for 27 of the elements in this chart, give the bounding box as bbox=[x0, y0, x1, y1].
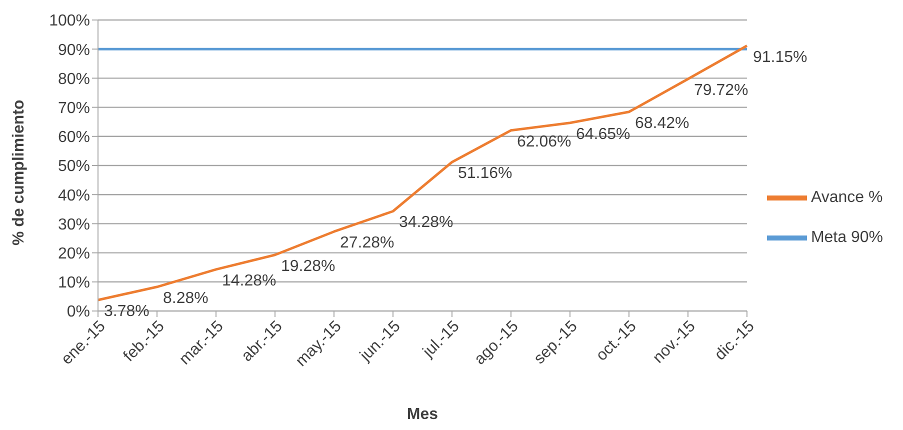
y-tick-label: 90% bbox=[58, 42, 90, 59]
legend-label: Meta 90% bbox=[810, 229, 883, 246]
y-tick-label: 20% bbox=[58, 245, 90, 262]
x-axis-title: Mes bbox=[406, 406, 438, 423]
data-label: 19.28% bbox=[280, 258, 336, 275]
data-label: 51.16% bbox=[458, 165, 512, 182]
data-label: 8.28% bbox=[162, 290, 208, 307]
data-label: 34.28% bbox=[398, 214, 454, 232]
data-label: 14.28% bbox=[222, 272, 276, 290]
y-tick-label: 100% bbox=[49, 12, 90, 30]
y-tick-label: 30% bbox=[58, 216, 90, 234]
data-label: 91.15% bbox=[752, 48, 808, 66]
y-tick-label: 40% bbox=[58, 187, 90, 204]
y-tick-label: 70% bbox=[58, 100, 90, 117]
data-label: 64.65% bbox=[576, 126, 630, 143]
y-axis-title: % de cumplimiento bbox=[10, 99, 28, 246]
data-label: 62.06% bbox=[516, 133, 572, 150]
y-tick-label: 60% bbox=[58, 129, 90, 146]
y-tick-label: 80% bbox=[58, 70, 90, 88]
data-label: 68.42% bbox=[634, 114, 690, 132]
data-label: 3.78% bbox=[104, 303, 150, 320]
y-tick-label: 50% bbox=[58, 158, 90, 176]
legend-label: Avance % bbox=[810, 189, 883, 206]
y-tick-label: 10% bbox=[58, 274, 90, 292]
data-label: 27.28% bbox=[340, 234, 394, 252]
y-tick-label: 0% bbox=[66, 304, 90, 321]
data-label: 79.72% bbox=[694, 82, 748, 100]
